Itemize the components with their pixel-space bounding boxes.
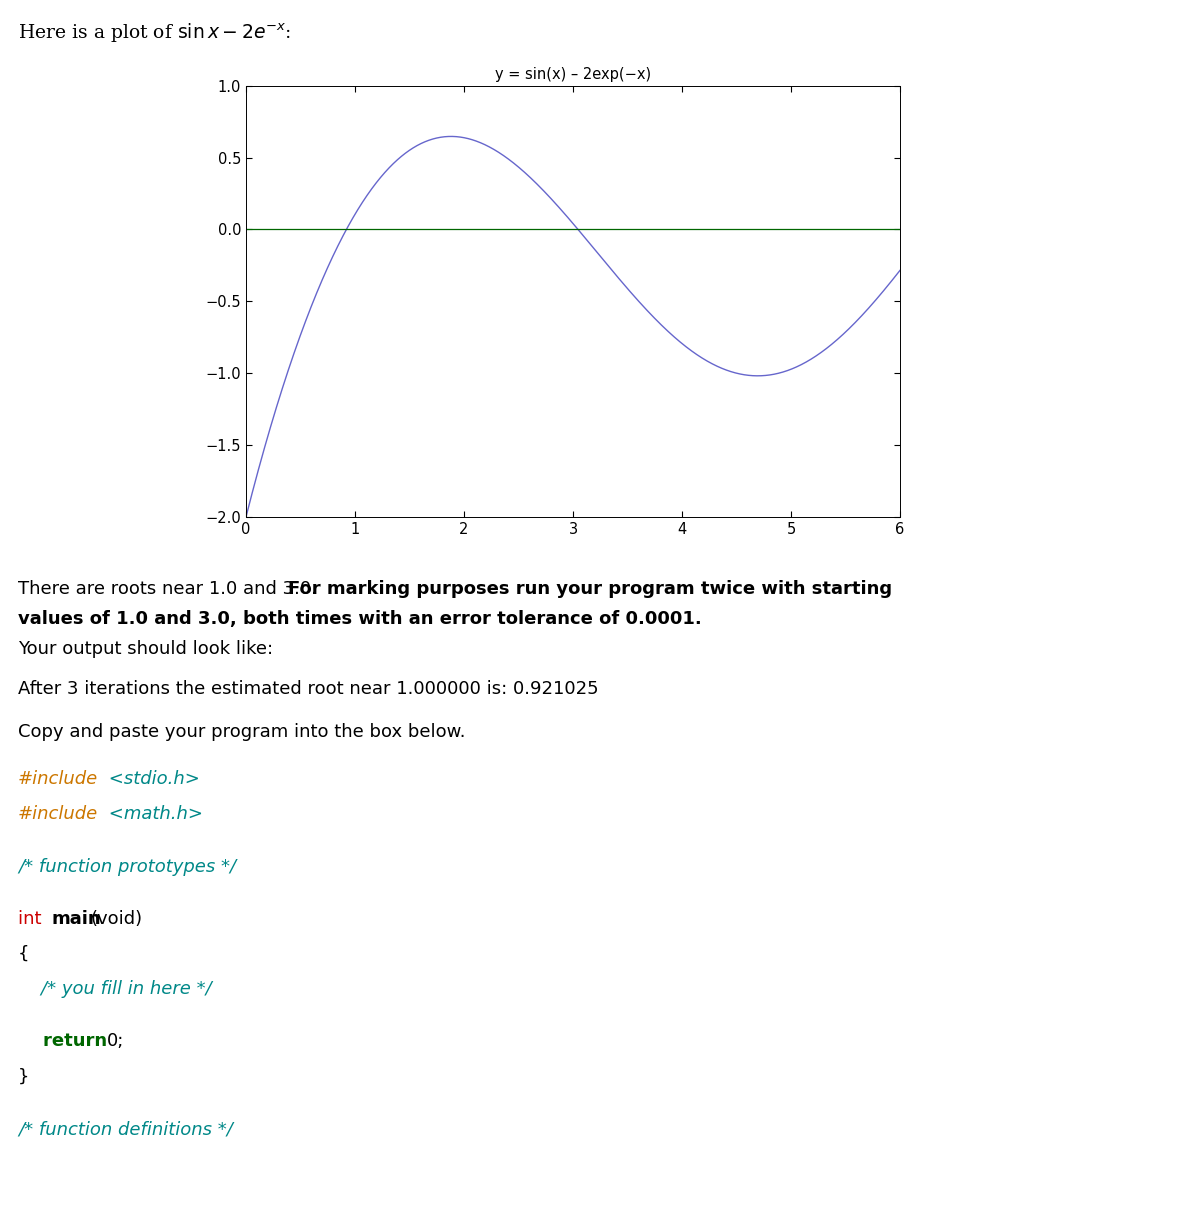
Text: return: return: [18, 1033, 113, 1051]
Text: #include: #include: [18, 805, 98, 823]
Text: int: int: [18, 910, 47, 929]
Text: <stdio.h>: <stdio.h>: [103, 771, 200, 788]
Text: values of 1.0 and 3.0, both times with an error tolerance of 0.0001.: values of 1.0 and 3.0, both times with a…: [18, 610, 702, 628]
Text: /* function definitions */: /* function definitions */: [18, 1120, 233, 1138]
Text: Copy and paste your program into the box below.: Copy and paste your program into the box…: [18, 723, 466, 741]
Text: (void): (void): [90, 910, 142, 929]
Title: y = sin(x) – 2exp(−x): y = sin(x) – 2exp(−x): [494, 67, 652, 82]
Text: Your output should look like:: Your output should look like:: [18, 639, 274, 658]
Text: For marking purposes run your program twice with starting: For marking purposes run your program tw…: [288, 579, 892, 598]
Text: Here is a plot of $\sin x - 2e^{-x}$:: Here is a plot of $\sin x - 2e^{-x}$:: [18, 22, 292, 45]
Text: <math.h>: <math.h>: [103, 805, 203, 823]
Text: #include: #include: [18, 771, 98, 788]
Text: }: }: [18, 1067, 29, 1085]
Text: 0;: 0;: [107, 1033, 125, 1051]
Text: After 3 iterations the estimated root near 1.000000 is: 0.921025: After 3 iterations the estimated root ne…: [18, 680, 599, 698]
Text: main: main: [52, 910, 101, 929]
Text: /* function prototypes */: /* function prototypes */: [18, 858, 236, 876]
Text: /* you fill in here */: /* you fill in here */: [18, 980, 211, 998]
Text: There are roots near 1.0 and 3.0.: There are roots near 1.0 and 3.0.: [18, 579, 329, 598]
Text: {: {: [18, 944, 30, 963]
